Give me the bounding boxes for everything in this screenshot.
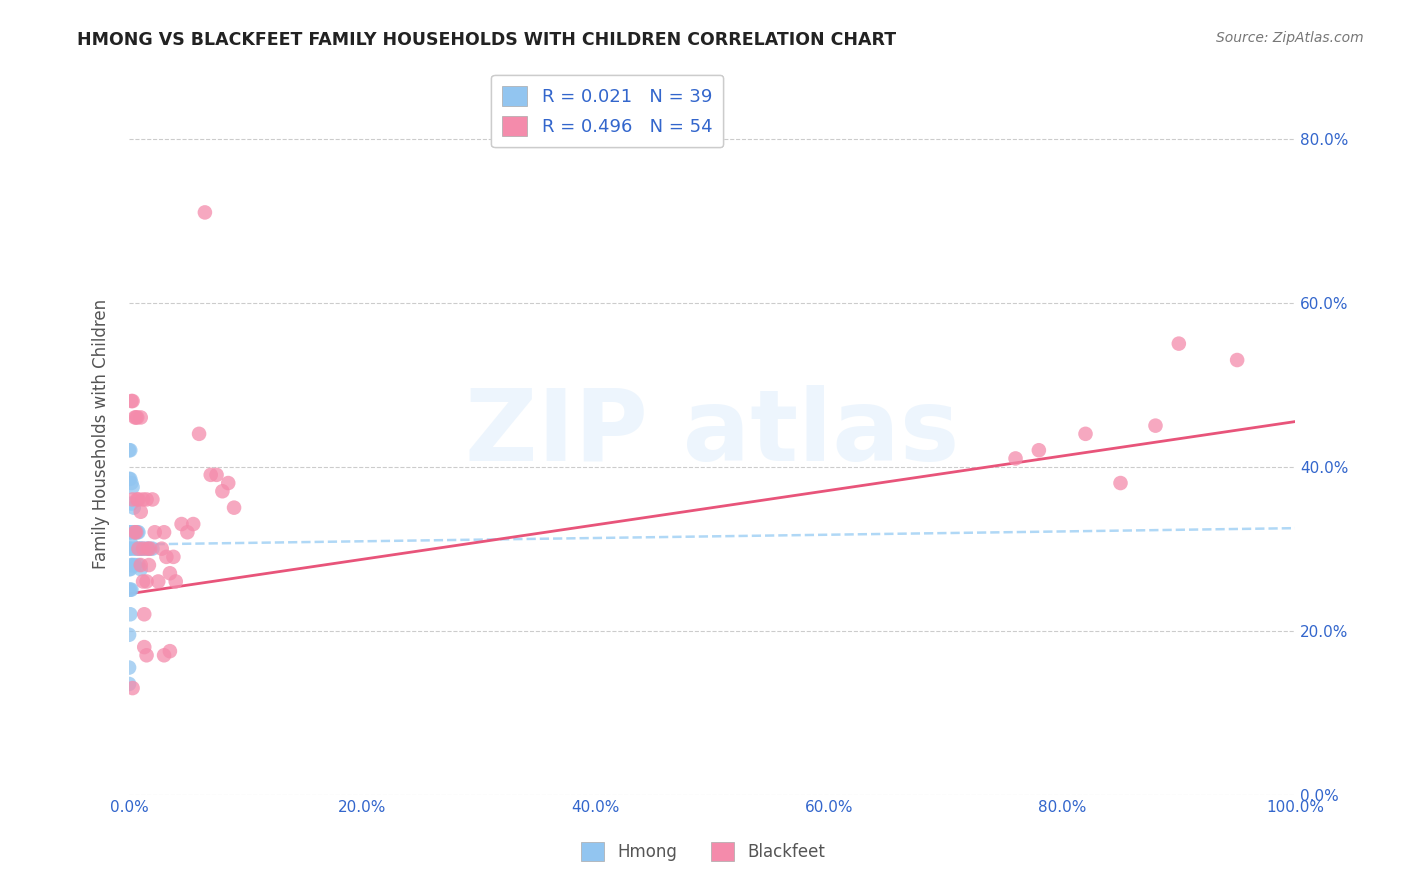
Point bbox=[176, 525, 198, 540]
Point bbox=[118, 525, 141, 540]
Point bbox=[162, 549, 184, 564]
Point bbox=[135, 492, 157, 507]
Point bbox=[120, 476, 142, 491]
Point bbox=[127, 525, 149, 540]
Point bbox=[1167, 336, 1189, 351]
Point bbox=[211, 484, 233, 499]
Point bbox=[1074, 426, 1097, 441]
Point bbox=[118, 660, 141, 674]
Point bbox=[135, 648, 157, 663]
Point bbox=[135, 541, 157, 556]
Point bbox=[118, 562, 141, 576]
Legend: R = 0.021   N = 39, R = 0.496   N = 54: R = 0.021 N = 39, R = 0.496 N = 54 bbox=[491, 75, 723, 147]
Point bbox=[138, 541, 160, 556]
Point bbox=[217, 476, 239, 491]
Point bbox=[1028, 443, 1050, 458]
Point bbox=[118, 541, 141, 556]
Point bbox=[139, 541, 162, 556]
Point bbox=[120, 541, 142, 556]
Point bbox=[1004, 451, 1026, 466]
Point bbox=[118, 582, 141, 597]
Point bbox=[136, 541, 159, 556]
Point bbox=[205, 467, 228, 482]
Point bbox=[153, 525, 176, 540]
Text: Source: ZipAtlas.com: Source: ZipAtlas.com bbox=[1216, 31, 1364, 45]
Text: HMONG VS BLACKFEET FAMILY HOUSEHOLDS WITH CHILDREN CORRELATION CHART: HMONG VS BLACKFEET FAMILY HOUSEHOLDS WIT… bbox=[77, 31, 897, 49]
Point bbox=[124, 558, 146, 572]
Point bbox=[141, 492, 163, 507]
Point bbox=[188, 426, 211, 441]
Point bbox=[120, 582, 142, 597]
Point bbox=[128, 541, 150, 556]
Point bbox=[127, 541, 149, 556]
Point bbox=[200, 467, 222, 482]
Legend: Hmong, Blackfeet: Hmong, Blackfeet bbox=[574, 835, 832, 868]
Point bbox=[120, 497, 142, 511]
Point bbox=[159, 566, 181, 581]
Point bbox=[122, 541, 145, 556]
Point bbox=[129, 562, 152, 576]
Point bbox=[121, 681, 143, 695]
Point bbox=[120, 558, 142, 572]
Point bbox=[124, 525, 146, 540]
Point bbox=[121, 525, 143, 540]
Y-axis label: Family Households with Children: Family Households with Children bbox=[93, 299, 110, 569]
Point bbox=[170, 517, 193, 532]
Point bbox=[1226, 353, 1249, 368]
Point bbox=[118, 472, 141, 486]
Point bbox=[125, 410, 148, 425]
Point bbox=[148, 574, 170, 589]
Point bbox=[127, 558, 149, 572]
Point bbox=[127, 410, 149, 425]
Point bbox=[141, 541, 163, 556]
Point bbox=[120, 607, 142, 622]
Point bbox=[125, 525, 148, 540]
Point bbox=[121, 480, 143, 494]
Point bbox=[127, 492, 149, 507]
Point bbox=[1144, 418, 1167, 433]
Point bbox=[1109, 476, 1132, 491]
Point bbox=[122, 500, 145, 515]
Text: ZIP atlas: ZIP atlas bbox=[465, 385, 959, 483]
Point bbox=[165, 574, 187, 589]
Point bbox=[120, 525, 142, 540]
Point bbox=[120, 472, 142, 486]
Point bbox=[134, 640, 156, 654]
Point bbox=[118, 443, 141, 458]
Point bbox=[150, 541, 173, 556]
Point bbox=[181, 517, 204, 532]
Point bbox=[132, 541, 155, 556]
Point bbox=[159, 644, 181, 658]
Point bbox=[120, 562, 142, 576]
Point bbox=[138, 558, 160, 572]
Point bbox=[135, 574, 157, 589]
Point bbox=[153, 648, 176, 663]
Point bbox=[129, 558, 152, 572]
Point bbox=[120, 394, 142, 409]
Point bbox=[132, 541, 155, 556]
Point bbox=[120, 537, 142, 551]
Point bbox=[129, 541, 152, 556]
Point bbox=[127, 492, 149, 507]
Point bbox=[134, 607, 156, 622]
Point bbox=[125, 541, 148, 556]
Point bbox=[124, 525, 146, 540]
Point bbox=[222, 500, 245, 515]
Point bbox=[129, 505, 152, 519]
Point bbox=[143, 525, 166, 540]
Point bbox=[127, 525, 149, 540]
Point bbox=[120, 582, 142, 597]
Point bbox=[118, 677, 141, 691]
Point bbox=[121, 394, 143, 409]
Point bbox=[124, 410, 146, 425]
Point bbox=[132, 574, 155, 589]
Point bbox=[129, 410, 152, 425]
Point bbox=[121, 492, 143, 507]
Point bbox=[155, 549, 177, 564]
Point bbox=[118, 628, 141, 642]
Point bbox=[120, 443, 142, 458]
Point bbox=[121, 558, 143, 572]
Point bbox=[194, 205, 217, 219]
Point bbox=[132, 492, 155, 507]
